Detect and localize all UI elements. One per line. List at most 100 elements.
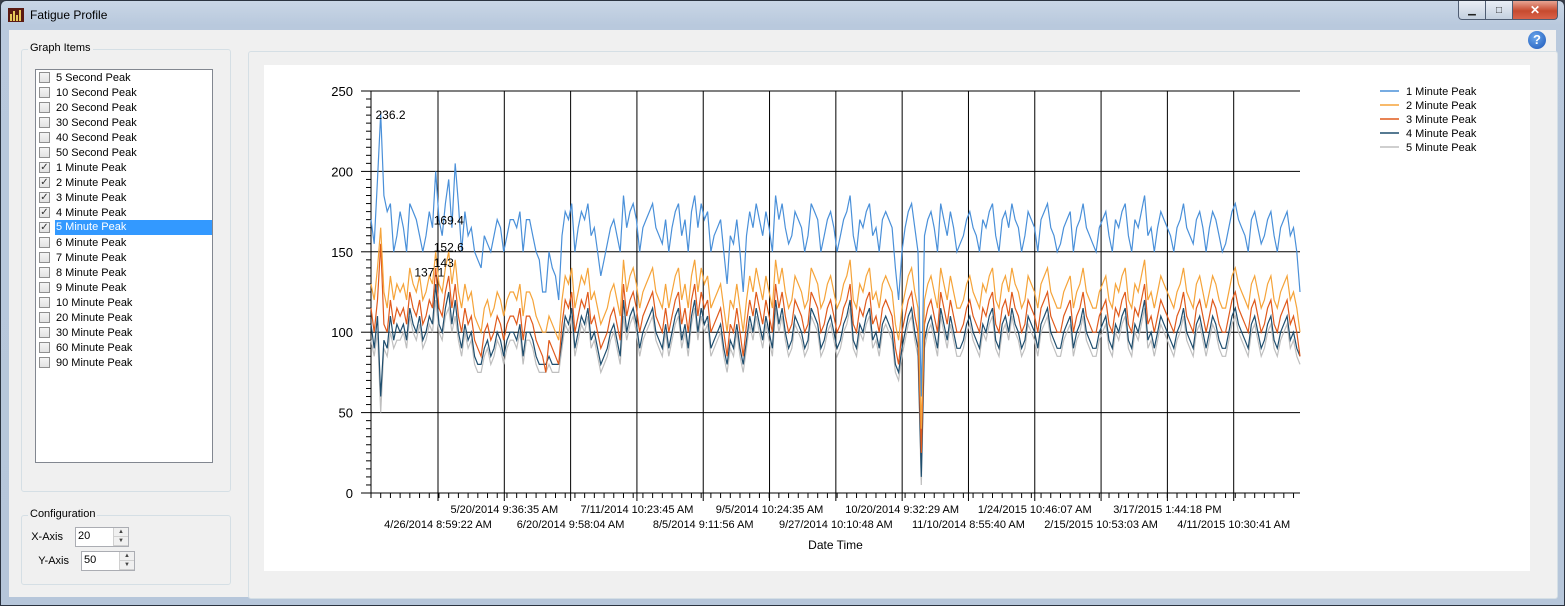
checkbox-icon[interactable] xyxy=(39,342,50,353)
graph-items-list[interactable]: 5 Second Peak 10 Second Peak 20 Second Pea… xyxy=(35,69,213,463)
graph-item-label: 6 Minute Peak xyxy=(56,236,127,249)
graph-items-label: Graph Items xyxy=(28,42,93,54)
x-axis-stepper[interactable]: 20 ▲ ▼ xyxy=(75,527,129,547)
x-tick-label: 10/20/2014 9:32:29 AM xyxy=(845,504,959,516)
close-button[interactable]: ✕ xyxy=(1513,1,1558,20)
checkbox-checked-icon[interactable]: ✓ xyxy=(39,192,50,203)
checkbox-checked-icon[interactable]: ✓ xyxy=(39,222,50,233)
graph-item[interactable]: 50 Second Peak xyxy=(36,145,212,160)
series-line xyxy=(370,283,1301,477)
checkbox-icon[interactable] xyxy=(39,327,50,338)
y-tick-label: 0 xyxy=(346,486,353,501)
graph-item[interactable]: 8 Minute Peak xyxy=(36,265,212,280)
graph-item[interactable]: ✓ 1 Minute Peak xyxy=(36,160,212,175)
x-axis-label: X-Axis xyxy=(31,531,63,543)
checkbox-checked-icon[interactable]: ✓ xyxy=(39,207,50,218)
legend-entry: 4 Minute Peak xyxy=(1406,128,1477,140)
annotation-label: 169.4 xyxy=(434,214,464,228)
y-axis-value[interactable]: 50 xyxy=(84,554,97,566)
graph-item-label: 20 Minute Peak xyxy=(56,311,133,324)
checkbox-icon[interactable] xyxy=(39,147,50,158)
graph-item-label: 30 Second Peak xyxy=(56,116,137,129)
x-tick-label: 4/11/2015 10:30:41 AM xyxy=(1177,519,1290,531)
graph-item-label: 3 Minute Peak xyxy=(56,191,127,204)
annotation-label: 152.6 xyxy=(434,241,464,255)
x-axis-up-icon[interactable]: ▲ xyxy=(114,528,128,537)
checkbox-icon[interactable] xyxy=(39,357,50,368)
x-tick-label: 8/5/2014 9:11:56 AM xyxy=(653,519,754,531)
checkbox-icon[interactable] xyxy=(39,117,50,128)
graph-item-label: 5 Minute Peak xyxy=(55,220,212,235)
graph-item[interactable]: 30 Minute Peak xyxy=(36,325,212,340)
graph-item-label: 10 Minute Peak xyxy=(56,296,133,309)
graph-item-label: 4 Minute Peak xyxy=(56,206,127,219)
graph-item-label: 60 Minute Peak xyxy=(56,341,133,354)
y-axis-up-icon[interactable]: ▲ xyxy=(120,552,134,561)
checkbox-icon[interactable] xyxy=(39,267,50,278)
title-bar[interactable]: Fatigue Profile ▁ □ ✕ xyxy=(1,1,1564,29)
x-axis-title: Date Time xyxy=(808,538,863,552)
graph-item[interactable]: 20 Second Peak xyxy=(36,100,212,115)
graph-item[interactable]: 7 Minute Peak xyxy=(36,250,212,265)
graph-item[interactable]: 90 Minute Peak xyxy=(36,355,212,370)
graph-item[interactable]: 60 Minute Peak xyxy=(36,340,212,355)
y-tick-label: 100 xyxy=(331,325,353,340)
graph-items-group: Graph Items xyxy=(21,42,231,492)
checkbox-checked-icon[interactable]: ✓ xyxy=(39,162,50,173)
graph-item-label: 5 Second Peak xyxy=(56,71,131,84)
graph-item[interactable]: 20 Minute Peak xyxy=(36,310,212,325)
x-axis-down-icon[interactable]: ▼ xyxy=(114,537,128,546)
graph-item[interactable]: 9 Minute Peak xyxy=(36,280,212,295)
checkbox-icon[interactable] xyxy=(39,87,50,98)
series-line xyxy=(370,299,1301,486)
configuration-label: Configuration xyxy=(28,508,98,520)
y-axis-down-icon[interactable]: ▼ xyxy=(120,561,134,570)
checkbox-icon[interactable] xyxy=(39,282,50,293)
graph-item[interactable]: ✓ 2 Minute Peak xyxy=(36,175,212,190)
graph-item[interactable]: 5 Second Peak xyxy=(36,70,212,85)
x-tick-label: 2/15/2015 10:53:03 AM xyxy=(1044,519,1158,531)
graph-item-label: 90 Minute Peak xyxy=(56,356,133,369)
y-axis-row: Y-Axis 50 ▲ ▼ xyxy=(9,551,135,571)
graph-item[interactable]: ✓ 5 Minute Peak xyxy=(36,220,212,235)
graph-item[interactable]: 10 Minute Peak xyxy=(36,295,212,310)
x-tick-label: 5/20/2014 9:36:35 AM xyxy=(450,504,558,516)
graph-item[interactable]: ✓ 3 Minute Peak xyxy=(36,190,212,205)
annotation-label: 236.2 xyxy=(375,108,405,122)
graph-item[interactable]: ✓ 4 Minute Peak xyxy=(36,205,212,220)
graph-item-label: 1 Minute Peak xyxy=(56,161,127,174)
x-axis-value[interactable]: 20 xyxy=(78,530,91,542)
annotation-label: 137.1 xyxy=(414,266,444,280)
checkbox-icon[interactable] xyxy=(39,312,50,323)
y-tick-label: 250 xyxy=(331,84,353,99)
checkbox-checked-icon[interactable]: ✓ xyxy=(39,177,50,188)
graph-item-label: 7 Minute Peak xyxy=(56,251,127,264)
checkbox-icon[interactable] xyxy=(39,297,50,308)
graph-item-label: 10 Second Peak xyxy=(56,86,137,99)
y-axis-stepper[interactable]: 50 ▲ ▼ xyxy=(81,551,135,571)
graph-item[interactable]: 6 Minute Peak xyxy=(36,235,212,250)
maximize-button[interactable]: □ xyxy=(1486,1,1513,20)
window-title: Fatigue Profile xyxy=(30,8,108,22)
x-tick-label: 7/11/2014 10:23:45 AM xyxy=(580,504,693,516)
legend-entry: 1 Minute Peak xyxy=(1406,86,1477,98)
x-tick-label: 1/24/2015 10:46:07 AM xyxy=(978,504,1092,516)
series-line xyxy=(370,243,1301,453)
graph-item[interactable]: 40 Second Peak xyxy=(36,130,212,145)
y-tick-label: 200 xyxy=(331,164,353,179)
x-tick-label: 3/17/2015 1:44:18 PM xyxy=(1113,504,1221,516)
fatigue-line-chart: 0 50 100 150 200 250 4/26/2014 8:59:22 AM 5/20/… xyxy=(331,84,1477,552)
checkbox-icon[interactable] xyxy=(39,237,50,248)
chart-panel: 0 50 100 150 200 250 4/26/2014 8:59:22 AM 5/20/… xyxy=(248,51,1558,599)
minimize-button[interactable]: ▁ xyxy=(1458,1,1486,20)
legend-entry: 3 Minute Peak xyxy=(1406,114,1477,126)
graph-item-label: 30 Minute Peak xyxy=(56,326,133,339)
graph-item[interactable]: 30 Second Peak xyxy=(36,115,212,130)
checkbox-icon[interactable] xyxy=(39,102,50,113)
checkbox-icon[interactable] xyxy=(39,72,50,83)
checkbox-icon[interactable] xyxy=(39,132,50,143)
graph-item[interactable]: 10 Second Peak xyxy=(36,85,212,100)
help-icon[interactable]: ? xyxy=(1528,31,1546,49)
checkbox-icon[interactable] xyxy=(39,252,50,263)
